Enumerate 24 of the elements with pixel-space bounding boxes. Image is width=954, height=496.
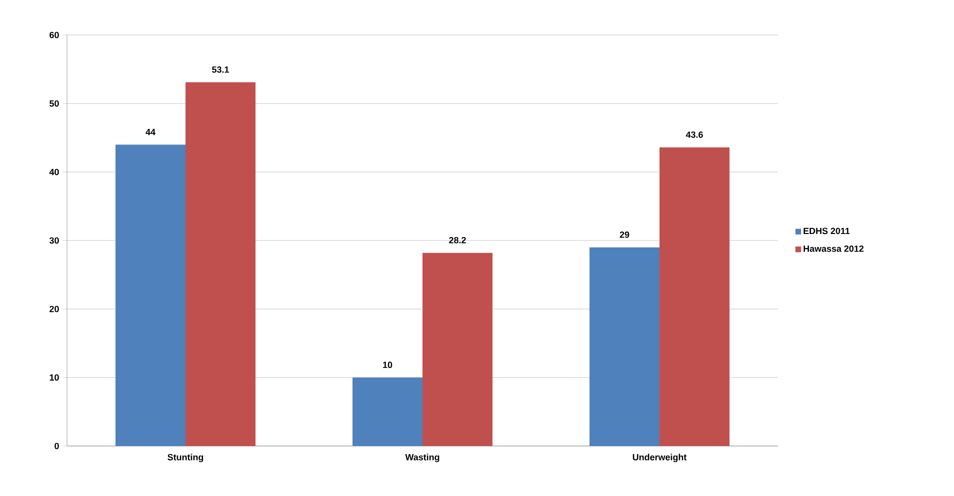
x-tick-label: Underweight (632, 454, 687, 462)
legend-label: EDHS 2011 (804, 228, 850, 234)
data-label: 53.1 (212, 66, 229, 73)
x-tick-label: Stunting (168, 454, 204, 462)
y-tick-label: 20 (50, 306, 59, 312)
data-label: 43.6 (686, 131, 703, 138)
data-label: 28.2 (449, 236, 466, 244)
bar (352, 378, 423, 446)
y-tick-label: 40 (49, 168, 59, 176)
y-tick-label: 30 (49, 237, 59, 244)
bar (186, 82, 256, 446)
bar (590, 247, 660, 446)
x-tick-label: Wasting (405, 454, 440, 462)
data-label: 44 (146, 128, 156, 136)
data-label: 10 (383, 362, 392, 368)
bar (116, 144, 186, 446)
bar (422, 252, 493, 446)
y-tick-label: 0 (54, 442, 59, 450)
data-label: 29 (620, 232, 630, 238)
y-tick-label: 10 (50, 374, 59, 381)
bar (660, 147, 730, 446)
legend-label: Hawassa 2012 (804, 245, 864, 252)
y-tick-label: 50 (50, 100, 59, 107)
y-tick-label: 60 (50, 32, 59, 38)
